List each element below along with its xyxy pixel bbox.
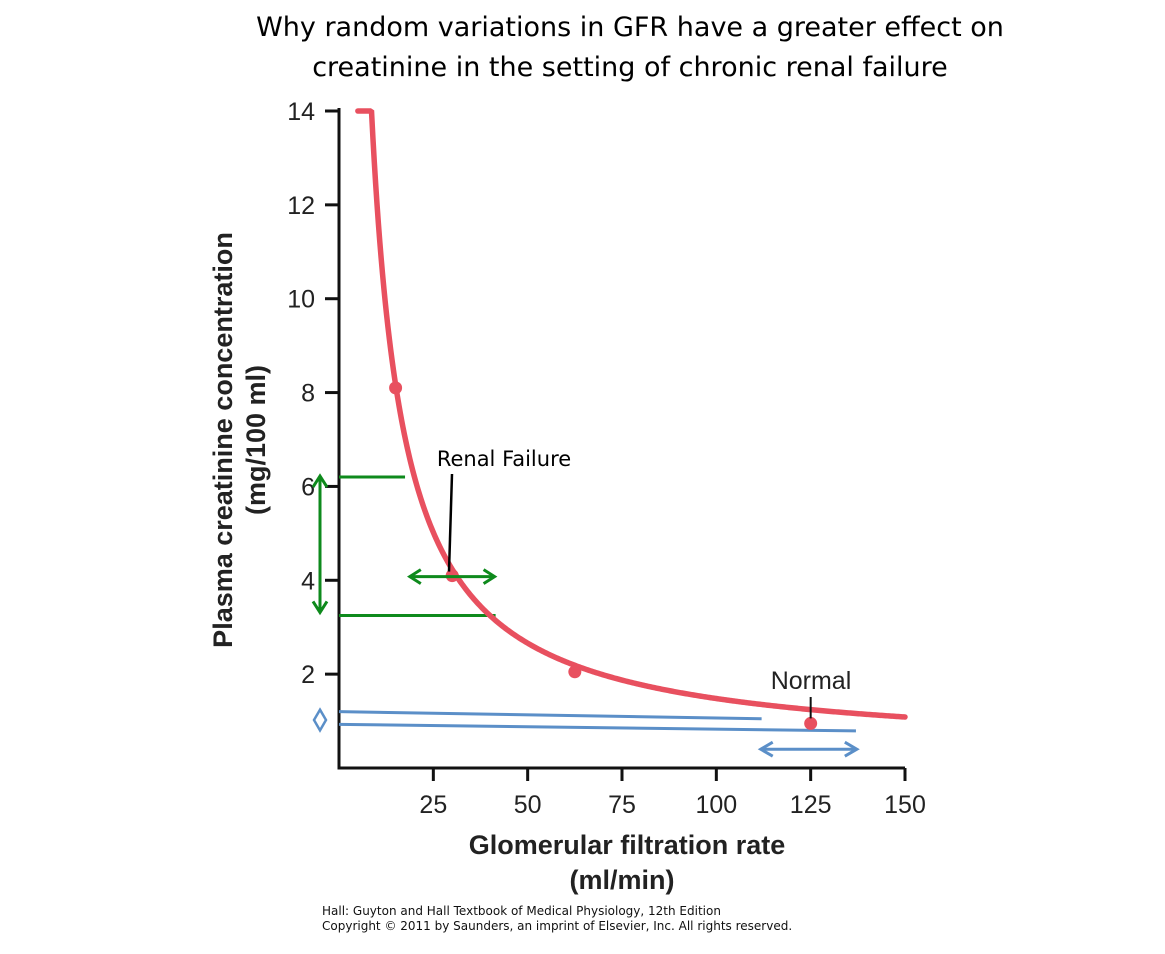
- curve-point-4: [804, 716, 818, 730]
- renal-failure-gfr-range-arrow-head-left: [407, 568, 422, 585]
- renal-failure-pointer: [447, 473, 454, 572]
- tick-marks: 2 4 6 8 10 12 14 25 50 75 100 125 150: [287, 98, 926, 819]
- x-tick-label-150: 150: [884, 791, 926, 819]
- renal-failure-gfr-range-arrow-head-right: [482, 568, 498, 585]
- curve-layer: [355, 108, 908, 730]
- x-tick-label-125: 125: [790, 791, 832, 819]
- y-tick-label-8: 8: [301, 380, 315, 408]
- normal-creatinine-range-arrow: [312, 707, 328, 733]
- curve-point-1: [389, 381, 403, 395]
- renal-failure-creatinine-arrowhead-up: [311, 473, 329, 488]
- y-tick-label-4: 4: [301, 567, 315, 595]
- range-guides: [311, 473, 856, 733]
- y-tick-label-6: 6: [301, 473, 315, 501]
- chart-title-line-2: creatinine in the setting of chronic ren…: [312, 52, 948, 83]
- x-tick-label-50: 50: [514, 791, 542, 819]
- source-citation: Hall: Guyton and Hall Textbook of Medica…: [322, 904, 792, 934]
- creatinine-curve: [355, 108, 908, 720]
- chart-title-line-1: Why random variations in GFR have a grea…: [256, 12, 1004, 43]
- curve-point-3: [568, 665, 582, 679]
- renal-failure-label: Renal Failure: [437, 447, 571, 471]
- normal-gfr-range-arrow-head-right: [844, 740, 860, 758]
- normal-lower-guide: [338, 722, 856, 733]
- y-tick-label-2: 2: [301, 661, 315, 689]
- y-axis-label-line-1: Plasma creatinine concentration: [208, 232, 238, 648]
- y-tick-label-12: 12: [287, 192, 315, 220]
- chart-title: Why random variations in GFR have a grea…: [0, 8, 1165, 88]
- y-tick-label-14: 14: [287, 98, 315, 126]
- renal-failure-creatinine-arrowhead-down: [311, 600, 329, 616]
- x-tick-label-75: 75: [608, 791, 636, 819]
- normal-gfr-range-arrow-head-left: [757, 740, 774, 758]
- normal-upper-guide: [338, 710, 762, 721]
- source-line-1: Hall: Guyton and Hall Textbook of Medica…: [322, 904, 721, 918]
- x-axis-label-line-2: (ml/min): [570, 865, 675, 895]
- source-line-2: Copyright © 2011 by Saunders, an imprint…: [322, 919, 793, 933]
- x-tick-label-25: 25: [419, 791, 447, 819]
- normal-label: Normal: [771, 667, 852, 695]
- y-axis-label-line-2: (mg/100 ml): [241, 365, 271, 515]
- y-tick-label-10: 10: [287, 286, 315, 314]
- x-tick-label-100: 100: [695, 791, 737, 819]
- x-axis-label-line-1: Glomerular filtration rate: [469, 830, 786, 860]
- annotations: Renal Failure Normal: [407, 447, 860, 758]
